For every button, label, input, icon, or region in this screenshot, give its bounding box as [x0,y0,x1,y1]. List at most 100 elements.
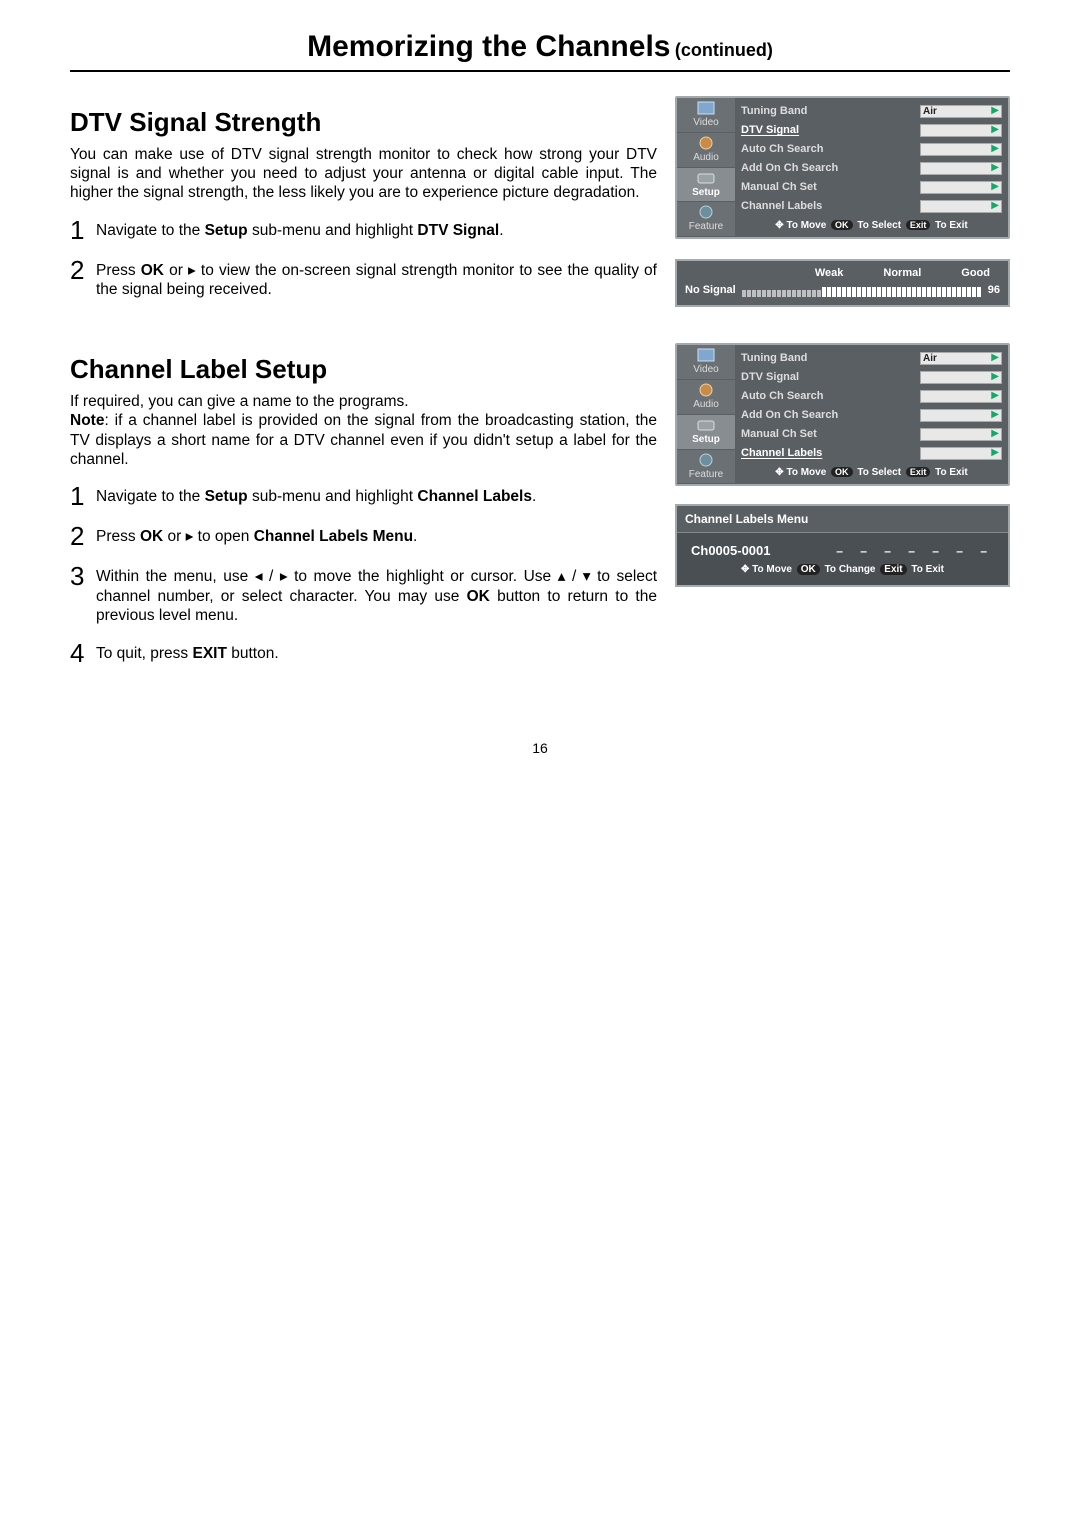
feature-icon [696,204,716,220]
exit-badge-icon: Exit [880,564,906,575]
osd-item-value-box[interactable]: ▶ [920,371,1002,384]
step-text: Press OK or ▸ to view the on-screen sign… [96,257,657,300]
osd-item-label: Auto Ch Search [741,143,920,155]
no-signal-label: No Signal [685,284,736,296]
osd-item-label: Add On Ch Search [741,162,920,174]
dpad-icon: ✥ [741,564,749,575]
osd-item-label: DTV Signal [741,124,920,136]
signal-label-normal: Normal [883,267,921,279]
step-2: 2Press OK or ▸ to open Channel Labels Me… [70,523,657,549]
page-title: Memorizing the Channels [307,30,670,63]
osd-item-label: Add On Ch Search [741,409,920,421]
signal-bar [742,283,982,297]
osd-tab-setup[interactable]: Setup [677,168,735,203]
channel-labels-menu: Channel Labels Menu Ch0005-0001 – – – – … [675,504,1010,587]
steps-channel-label: 1Navigate to the Setup sub-menu and high… [70,483,657,665]
section-channel-label-setup: Channel Label Setup If required, you can… [70,343,1010,679]
osd-item-auto-ch-search[interactable]: Auto Ch Search▶ [741,140,1002,158]
osd-item-value-box[interactable]: ▶ [920,428,1002,441]
step-4: 4To quit, press EXIT button. [70,640,657,666]
intro-channel-label-1: If required, you can give a name to the … [70,392,657,411]
step-number: 3 [70,563,96,625]
signal-label-good: Good [961,267,990,279]
osd-item-manual-ch-set[interactable]: Manual Ch Set▶ [741,178,1002,196]
step-number: 1 [70,483,96,509]
signal-strength-panel: Weak Normal Good No Signal 96 [675,259,1010,307]
osd-item-value-box[interactable]: ▶ [920,200,1002,213]
osd-item-value-box[interactable]: ▶ [920,162,1002,175]
step-text: Within the menu, use ◂ / ▸ to move the h… [96,563,657,625]
step-3: 3Within the menu, use ◂ / ▸ to move the … [70,563,657,625]
osd-footer: ✥ To Move OK To Select Exit To Exit [741,216,1002,237]
osd-main: Tuning BandAir▶DTV Signal▶Auto Ch Search… [735,345,1008,484]
step-2: 2 Press OK or ▸ to view the on-screen si… [70,257,657,300]
video-icon [696,100,716,116]
osd-tab-audio[interactable]: Audio [677,133,735,168]
osd-item-auto-ch-search[interactable]: Auto Ch Search▶ [741,387,1002,405]
osd-item-manual-ch-set[interactable]: Manual Ch Set▶ [741,425,1002,443]
osd-item-label: Manual Ch Set [741,428,920,440]
clm-title: Channel Labels Menu [677,506,1008,533]
osd-item-add-on-ch-search[interactable]: Add On Ch Search▶ [741,406,1002,424]
osd-footer: ✥ To Move OK To Select Exit To Exit [741,463,1002,484]
osd-tab-video[interactable]: Video [677,98,735,133]
osd-item-value-box[interactable]: ▶ [920,390,1002,403]
audio-icon [696,135,716,151]
osd-item-value-box[interactable]: ▶ [920,124,1002,137]
ok-badge-icon: OK [797,564,820,575]
osd-tab-feature[interactable]: Feature [677,202,735,237]
osd-item-tuning-band[interactable]: Tuning BandAir▶ [741,102,1002,120]
osd-item-value-box[interactable]: ▶ [920,181,1002,194]
osd-item-channel-labels[interactable]: Channel Labels▶ [741,444,1002,462]
osd-item-label: Tuning Band [741,105,920,117]
signal-label-weak: Weak [815,267,844,279]
setup-icon [696,417,716,433]
osd-item-add-on-ch-search[interactable]: Add On Ch Search▶ [741,159,1002,177]
osd-item-dtv-signal[interactable]: DTV Signal▶ [741,121,1002,139]
osd-item-value-box[interactable]: ▶ [920,143,1002,156]
step-text: Navigate to the Setup sub-menu and highl… [96,483,536,509]
osd-item-value-box[interactable]: ▶ [920,447,1002,460]
ok-badge-icon: OK [831,467,853,477]
step-text: To quit, press EXIT button. [96,640,279,666]
osd-item-channel-labels[interactable]: Channel Labels▶ [741,197,1002,215]
osd-item-label: Auto Ch Search [741,390,920,402]
heading-channel-label: Channel Label Setup [70,353,657,386]
osd-item-tuning-band[interactable]: Tuning BandAir▶ [741,349,1002,367]
intro-channel-label-2: Note: if a channel label is provided on … [70,411,657,469]
osd-item-label: Tuning Band [741,352,920,364]
osd-item-dtv-signal[interactable]: DTV Signal▶ [741,368,1002,386]
osd-item-value-box[interactable]: ▶ [920,409,1002,422]
osd-menu-1: Video Audio Setup Feature Tunin [675,96,1010,239]
osd-item-label: Channel Labels [741,200,920,212]
heading-dtv-signal: DTV Signal Strength [70,106,657,139]
step-number: 2 [70,523,96,549]
osd-item-label: Manual Ch Set [741,181,920,193]
step-1: 1Navigate to the Setup sub-menu and high… [70,483,657,509]
page-title-sub: (continued) [675,40,773,60]
osd-sidebar: Video Audio Setup Feature [677,345,735,484]
ok-badge-icon: OK [831,220,853,230]
step-number: 1 [70,217,96,243]
clm-dashes: – – – – – – – [836,544,994,558]
exit-badge-icon: Exit [906,467,931,477]
osd-tab-setup[interactable]: Setup [677,415,735,450]
osd-tab-audio[interactable]: Audio [677,380,735,415]
osd-item-value-box[interactable]: Air▶ [920,105,1002,118]
osd-tab-video[interactable]: Video [677,345,735,380]
step-number: 4 [70,640,96,666]
page-title-wrap: Memorizing the Channels (continued) [70,30,1010,72]
feature-icon [696,452,716,468]
osd-main: Tuning BandAir▶DTV Signal▶Auto Ch Search… [735,98,1008,237]
video-icon [696,347,716,363]
osd-item-value-box[interactable]: Air▶ [920,352,1002,365]
page-number: 16 [70,740,1010,756]
step-text: Navigate to the Setup sub-menu and highl… [96,217,504,243]
audio-icon [696,382,716,398]
osd-menu-2: Video Audio Setup Feature Tunin [675,343,1010,486]
osd-item-label: DTV Signal [741,371,920,383]
steps-dtv-signal: 1 Navigate to the Setup sub-menu and hig… [70,217,657,300]
exit-badge-icon: Exit [906,220,931,230]
step-number: 2 [70,257,96,300]
osd-tab-feature[interactable]: Feature [677,450,735,485]
